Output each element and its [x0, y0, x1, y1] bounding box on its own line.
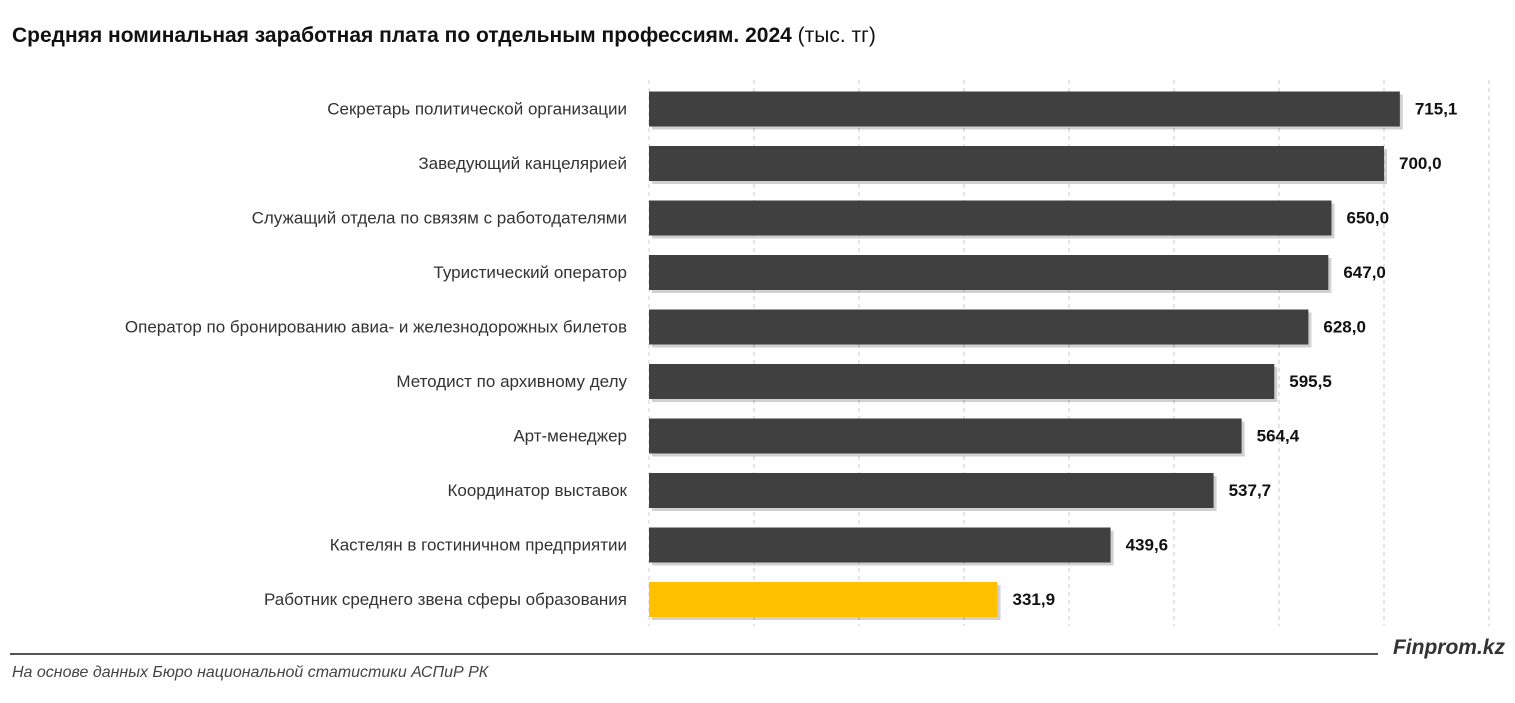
bar: [649, 146, 1384, 181]
value-label: 700,0: [1399, 154, 1442, 173]
bars: [649, 91, 1403, 620]
chart-title-unit: (тыс. тг): [797, 24, 876, 47]
bar: [649, 91, 1400, 127]
value-label: 439,6: [1126, 536, 1169, 555]
source-note: На основе данных Бюро национальной стати…: [12, 664, 489, 681]
category-label: Координатор выставок: [447, 481, 627, 500]
bar: [649, 473, 1214, 508]
category-label: Служащий отдела по связям с работодателя…: [252, 209, 627, 228]
chart-title: Средняя номинальная заработная плата по …: [12, 24, 876, 48]
bar: [649, 200, 1332, 236]
value-label: 628,0: [1323, 318, 1366, 337]
bar: [649, 309, 1309, 345]
value-label: 715,1: [1415, 100, 1458, 119]
bar: [649, 582, 998, 617]
bar: [649, 527, 1111, 563]
chart-title-main: Средняя номинальная заработная плата по …: [12, 24, 792, 47]
category-label: Арт-менеджер: [513, 427, 627, 446]
value-label: 537,7: [1229, 481, 1272, 500]
value-label: 647,0: [1343, 263, 1386, 282]
bar: [649, 418, 1242, 454]
value-label: 595,5: [1289, 372, 1332, 391]
category-label: Кастелян в гостиничном предприятии: [330, 536, 627, 555]
value-label: 331,9: [1012, 590, 1055, 609]
brand-logo-text: Finprom.kz: [1392, 636, 1505, 659]
value-label: 564,4: [1257, 427, 1300, 446]
labels: Секретарь политической организации 715,1 З…: [125, 100, 1458, 610]
bar-chart: Секретарь политической организации 715,1 З…: [125, 80, 1490, 626]
bar: [649, 364, 1275, 399]
value-label: 650,0: [1347, 209, 1390, 228]
category-label: Работник среднего звена сферы образовани…: [264, 590, 627, 609]
category-label: Методист по архивному делу: [396, 372, 627, 391]
category-label: Оператор по бронированию авиа- и железно…: [125, 318, 627, 337]
bar: [649, 255, 1329, 290]
category-label: Туристический оператор: [433, 263, 627, 282]
category-label: Заведующий канцелярией: [418, 154, 627, 173]
category-label: Секретарь политической организации: [327, 100, 627, 119]
footer-divider: [10, 653, 1378, 655]
